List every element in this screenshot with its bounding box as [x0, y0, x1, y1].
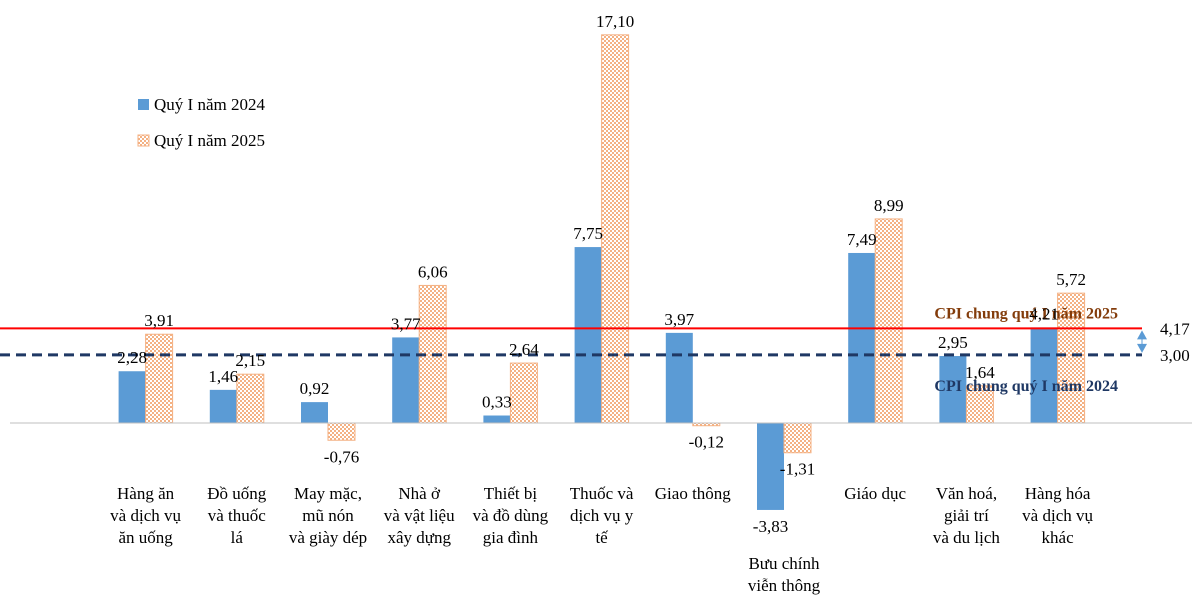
- bar-2024: [939, 356, 967, 423]
- bar-2025: [965, 385, 994, 424]
- category-label: tế: [595, 528, 608, 547]
- category-label: mũ nón: [302, 506, 354, 525]
- data-label-2024: -3,83: [753, 517, 788, 536]
- category-label: và du lịch: [933, 528, 1001, 547]
- cpi-2024-value: 3,00: [1160, 346, 1190, 365]
- category-label: và dịch vụ: [1022, 506, 1093, 525]
- category-label: và dịch vụ: [110, 506, 181, 525]
- category-label: Hàng ăn: [117, 484, 175, 503]
- bar-2025: [145, 333, 174, 424]
- category-label: dịch vụ y: [570, 506, 634, 525]
- category-label: Văn hoá,: [936, 484, 997, 503]
- data-label-2025: 5,72: [1056, 270, 1086, 289]
- bar-2024: [209, 389, 237, 423]
- data-label-2025: 3,91: [144, 311, 174, 330]
- bar-2024: [665, 332, 693, 423]
- data-label-2024: 4,21: [1029, 304, 1059, 323]
- bar-2025: [236, 373, 265, 424]
- cpi-2024-title: CPI chung quý I năm 2024: [934, 378, 1118, 395]
- bar-2025: [1057, 292, 1086, 424]
- bar-2025: [509, 362, 538, 424]
- category-label: khác: [1042, 528, 1075, 547]
- cpi-2025-value: 4,17: [1160, 319, 1190, 338]
- data-label-2024: 0,92: [300, 379, 330, 398]
- category-label: lá: [231, 528, 244, 547]
- data-label-2025: 8,99: [874, 196, 904, 215]
- category-label: Bưu chính: [748, 554, 820, 573]
- category-label: ăn uống: [118, 528, 173, 547]
- data-label-2024: 7,75: [573, 224, 603, 243]
- data-label-2024: 2,95: [938, 333, 968, 352]
- bar-2024: [757, 423, 784, 510]
- category-label: Hàng hóa: [1025, 484, 1091, 503]
- category-label: và vật liệu: [384, 506, 455, 525]
- category-label: Đồ uống: [207, 484, 267, 503]
- data-label-2025: -0,12: [689, 433, 724, 452]
- arrow-head-down: [1137, 343, 1147, 353]
- category-label: và đồ dùng: [473, 506, 549, 525]
- category-label: May mặc,: [294, 484, 362, 503]
- legend-swatch-2025: [137, 134, 150, 147]
- data-label-2024: 0,33: [482, 393, 512, 412]
- bar-2024: [118, 371, 146, 423]
- bar-2024: [392, 337, 420, 423]
- data-label-2025: -1,31: [780, 460, 815, 479]
- category-label: và thuốc: [208, 506, 267, 525]
- data-label-2025: -0,76: [324, 447, 359, 466]
- legend-swatch-2024: [138, 99, 149, 110]
- bar-2025: [783, 422, 812, 454]
- bar-2024: [483, 415, 511, 423]
- category-label: Thiết bị: [484, 484, 538, 503]
- bar-2025: [327, 422, 356, 441]
- arrow-head-up: [1137, 330, 1147, 340]
- category-label: Giáo dục: [844, 484, 906, 503]
- category-label: viễn thông: [748, 576, 821, 595]
- data-label-2024: 3,97: [664, 310, 694, 329]
- bar-2024: [848, 252, 876, 423]
- bar-2025: [874, 218, 903, 424]
- data-label-2024: 3,77: [391, 314, 421, 333]
- data-label-2025: 2,64: [509, 340, 539, 359]
- category-label: giải trí: [944, 506, 989, 525]
- category-label: Thuốc và: [570, 484, 634, 503]
- category-label: gia đình: [483, 528, 539, 547]
- data-label-2025: 2,15: [235, 351, 265, 370]
- bar-2024: [1030, 327, 1058, 423]
- data-label-2024: 7,49: [847, 230, 877, 249]
- data-label-2025: 1,64: [965, 363, 995, 382]
- legend-label-2025: Quý I năm 2025: [154, 131, 265, 150]
- data-label-2025: 17,10: [596, 12, 634, 31]
- bar-2024: [301, 402, 328, 423]
- category-label: và giày dép: [289, 528, 367, 547]
- data-label-2024: 2,28: [117, 348, 147, 367]
- cpi-2025-title: CPI chung quý I năm 2025: [934, 305, 1118, 322]
- legend-label-2024: Quý I năm 2024: [154, 95, 265, 114]
- data-label-2024: 1,46: [208, 367, 238, 386]
- bar-2025: [601, 34, 630, 424]
- category-label: Nhà ở: [398, 484, 441, 503]
- category-label: xây dựng: [387, 528, 451, 547]
- data-label-2025: 6,06: [418, 262, 448, 281]
- bar-2024: [574, 247, 602, 423]
- category-label: Giao thông: [655, 484, 732, 503]
